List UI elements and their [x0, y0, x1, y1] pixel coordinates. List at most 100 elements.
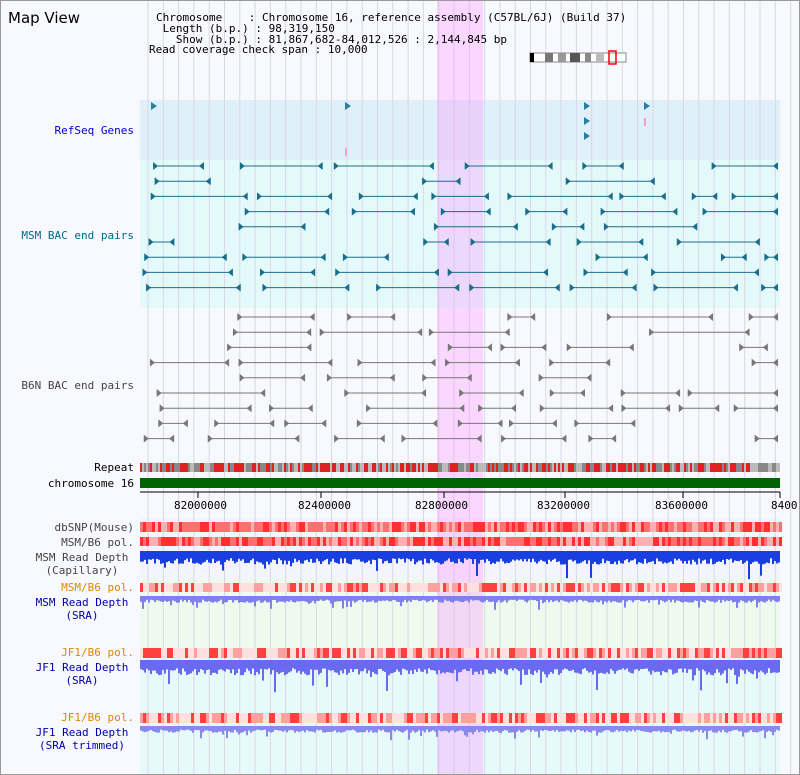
heat-cell	[779, 522, 782, 532]
track-label-chromosome[interactable]: chromosome 16	[47, 477, 134, 490]
track-label-jf1-b6-pol-2[interactable]: JF1/B6 pol.	[61, 711, 134, 724]
heat-cell	[695, 537, 698, 546]
heat-cell	[509, 583, 512, 592]
depth-bar	[776, 596, 778, 603]
depth-bar	[272, 726, 274, 732]
depth-bar	[202, 660, 204, 671]
depth-bar	[266, 551, 268, 562]
heat-cell	[305, 522, 308, 532]
repeat-bar	[534, 463, 536, 472]
depth-bar	[234, 726, 236, 730]
heat-cell	[242, 648, 245, 658]
heat-cell	[476, 522, 479, 532]
depth-bar	[528, 596, 530, 601]
depth-bar	[166, 726, 168, 731]
heat-cell	[752, 583, 755, 592]
repeat-bar	[342, 463, 344, 472]
depth-bar	[580, 596, 582, 600]
depth-bar	[502, 551, 504, 562]
depth-bar	[144, 551, 146, 560]
depth-bar	[262, 596, 264, 603]
heat-cell	[701, 648, 704, 658]
depth-bar	[476, 660, 478, 672]
depth-bar	[254, 726, 256, 731]
depth-bar	[524, 596, 526, 602]
heat-cell	[584, 648, 587, 658]
depth-bar	[662, 596, 664, 602]
depth-bar	[184, 660, 186, 672]
depth-bar	[514, 596, 516, 600]
depth-bar	[590, 660, 592, 672]
heat-cell	[449, 713, 452, 723]
heat-cell	[407, 713, 410, 723]
depth-bar	[178, 596, 180, 603]
heat-cell	[179, 648, 182, 658]
repeat-bar	[700, 463, 702, 472]
heat-cell	[476, 648, 479, 658]
heat-cell	[305, 537, 308, 546]
heat-cell	[320, 648, 323, 658]
depth-bar	[448, 726, 450, 733]
track-label-refseq[interactable]: RefSeq Genes	[54, 124, 134, 137]
track-label-jf1-b6-pol[interactable]: JF1/B6 pol.	[61, 646, 134, 659]
heat-cell	[773, 713, 776, 723]
heat-cell	[563, 522, 566, 532]
heat-cell	[464, 583, 467, 592]
track-label-b6n-bac[interactable]: B6N BAC end pairs	[21, 379, 134, 392]
heat-cell	[389, 713, 392, 723]
heat-cell	[503, 537, 506, 546]
heat-cell	[392, 583, 395, 592]
depth-bar	[140, 660, 142, 670]
track-label-jf1-depth-trimmed[interactable]: JF1 Read Depth (SRA trimmed)	[35, 726, 129, 752]
track-label-jf1-depth[interactable]: JF1 Read Depth (SRA)	[35, 661, 129, 687]
b6n-bac-pair-end	[306, 343, 312, 352]
depth-bar	[310, 660, 312, 670]
heat-cell	[236, 648, 239, 658]
track-label-dbsnp[interactable]: dbSNP(Mouse)	[54, 521, 134, 534]
msm-bac-pair-end	[150, 192, 156, 201]
depth-bar	[500, 660, 502, 672]
track-label-msm-bac[interactable]: MSM BAC end pairs	[21, 229, 134, 242]
track-label-msm-b6-pol-2[interactable]: MSM/B6 pol.	[61, 581, 134, 594]
heat-cell	[509, 537, 512, 546]
heat-cell	[434, 537, 437, 546]
heat-cell	[248, 648, 251, 658]
depth-bar	[148, 726, 150, 731]
heat-cell	[347, 522, 350, 532]
heat-cell	[743, 522, 746, 532]
heat-cell	[617, 583, 620, 592]
depth-bar	[472, 726, 474, 735]
depth-bar	[778, 596, 780, 602]
heat-cell	[413, 537, 416, 546]
heat-cell	[758, 648, 761, 658]
depth-bar	[398, 660, 400, 672]
heat-cell	[548, 713, 551, 723]
heat-cell	[500, 583, 503, 592]
depth-bar	[168, 551, 170, 562]
heat-cell	[629, 648, 632, 658]
depth-bar	[614, 596, 616, 602]
depth-bar	[536, 660, 538, 673]
msm-bac-pair-end	[595, 253, 601, 262]
heat-cell	[320, 522, 323, 532]
repeat-bar	[762, 463, 764, 472]
heat-cell	[734, 713, 737, 723]
heat-cell	[545, 583, 548, 592]
depth-bar	[778, 660, 780, 673]
track-label-msm-depth-cap[interactable]: MSM Read Depth (Capillary)	[35, 551, 129, 577]
track-label-msm-depth-sra[interactable]: MSM Read Depth (SRA)	[35, 596, 129, 622]
heat-cell	[263, 713, 266, 723]
repeat-bar	[730, 463, 732, 472]
heat-cell	[197, 522, 200, 532]
heat-cell	[434, 583, 437, 592]
heat-cell	[638, 713, 641, 723]
heat-cell	[458, 713, 461, 723]
b6n-bac-pair-end	[675, 389, 681, 397]
depth-bar	[184, 726, 186, 731]
track-label-msm-b6-pol[interactable]: MSM/B6 pol.	[61, 536, 134, 549]
depth-bar	[310, 596, 312, 603]
track-label-repeat[interactable]: Repeat	[94, 461, 134, 474]
heat-cell	[248, 713, 251, 723]
repeat-bar	[536, 463, 538, 472]
